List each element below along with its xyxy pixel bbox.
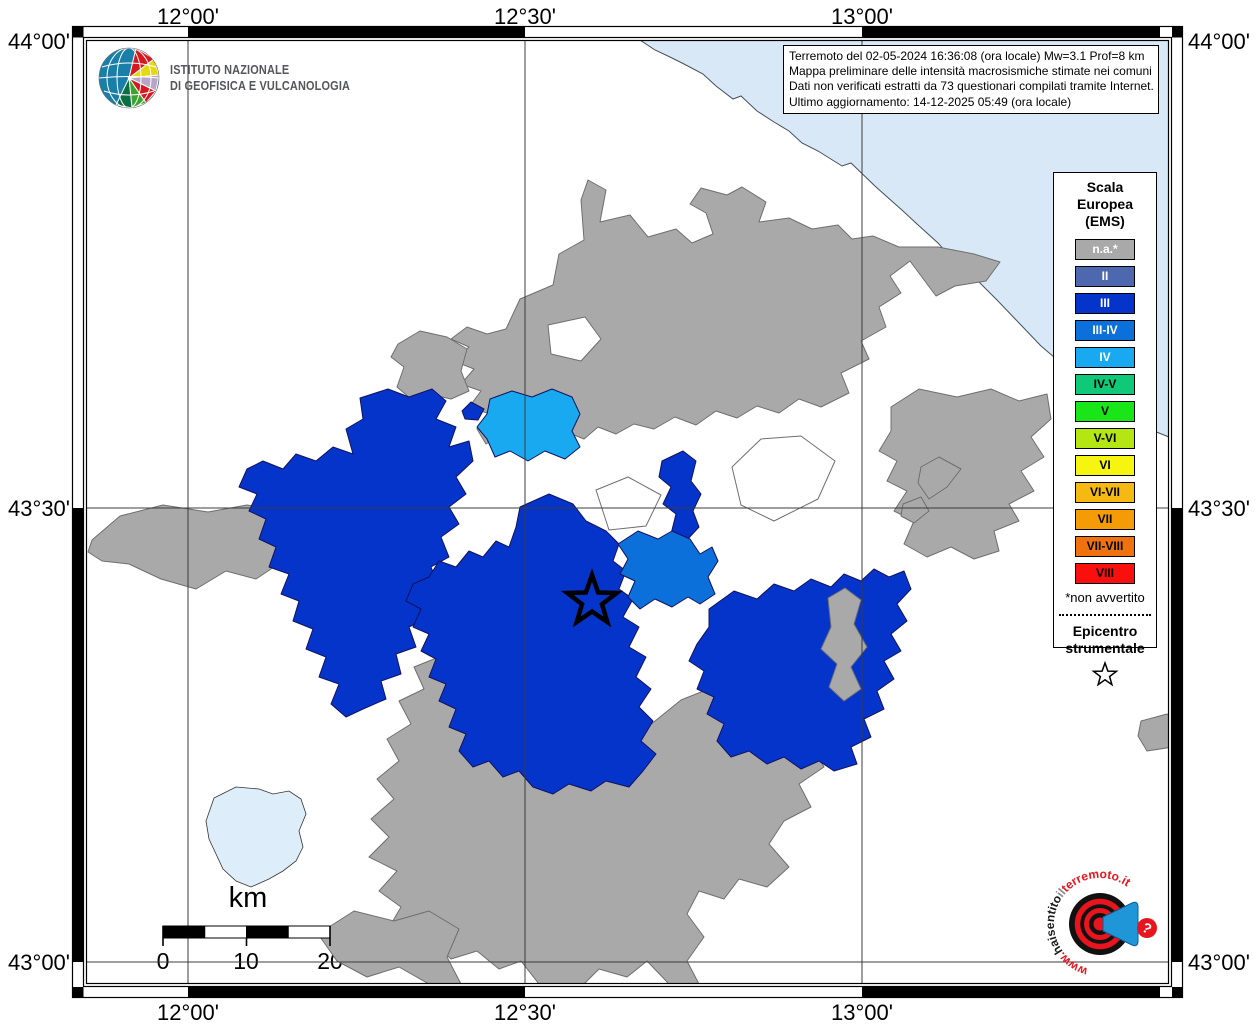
info-line-update: Ultimo aggiornamento: 14-12-2025 05:49 (… xyxy=(789,94,1072,109)
municipality-polygon xyxy=(595,476,662,531)
legend-items: n.a.* II III III-IV IV IV-V V V-VI VI VI… xyxy=(1054,239,1156,584)
event-info-box: Terremoto del 02-05-2024 16:36:08 (ora l… xyxy=(783,45,1159,114)
lon-label-top-1: 12°00' xyxy=(157,4,219,29)
legend-title-line2: Europea xyxy=(1076,196,1133,212)
municipality-polygon xyxy=(461,401,485,421)
legend-item: VI xyxy=(1054,455,1156,476)
grid-lines xyxy=(86,40,1169,984)
municipality-polygon xyxy=(658,450,702,542)
lake-area xyxy=(205,786,307,888)
municipality-polygon xyxy=(317,910,462,984)
municipality-polygon xyxy=(820,587,868,702)
lon-label-top-2: 12°30' xyxy=(494,4,556,29)
legend-swatch-viii: VIII xyxy=(1075,563,1135,584)
legend-swatch-iii-iv: III-IV xyxy=(1075,320,1135,341)
ingv-logo: ISTITUTO NAZIONALE DI GEOFISICA E VULCAN… xyxy=(98,47,384,109)
municipality-polygon xyxy=(547,316,602,362)
legend-swatch-vi-vii: VI-VII xyxy=(1075,482,1135,503)
lon-label-bottom-1: 12°00' xyxy=(157,1000,219,1025)
logo-question-badge xyxy=(1137,918,1157,938)
island-polygon xyxy=(917,456,962,500)
logo-megaphone-icon xyxy=(1102,901,1139,947)
municipality-intensity-iv xyxy=(476,388,581,462)
legend-swatch-v: V xyxy=(1075,401,1135,422)
map-frame xyxy=(71,25,1184,999)
municipality-polygon xyxy=(450,179,1001,445)
legend-item: IV xyxy=(1054,347,1156,368)
municipality-intensity-iii-iv xyxy=(617,530,719,610)
lat-label-right-1: 44°00' xyxy=(1188,29,1250,54)
legend-item: III xyxy=(1054,293,1156,314)
lat-label-left-1: 44°00' xyxy=(8,29,70,54)
scale-bar-tick-0: 0 xyxy=(156,948,170,974)
info-line-data: Dati non verificati estratti da 73 quest… xyxy=(789,79,1154,94)
scale-bar xyxy=(162,925,331,946)
legend-swatch-vi: VI xyxy=(1075,455,1135,476)
epicenter-star-legend-icon xyxy=(1091,661,1119,687)
legend-item: VI-VII xyxy=(1054,482,1156,503)
logo-text-terremoto: terremoto.it xyxy=(1058,867,1133,895)
legend-swatch-n-a-: n.a.* xyxy=(1075,239,1135,260)
legend-item: VII xyxy=(1054,509,1156,530)
logo-text-haisentito: haisentito xyxy=(1043,892,1066,957)
ingv-wordmark-line1: ISTITUTO NAZIONALE xyxy=(170,62,290,77)
lon-label-bottom-2: 12°30' xyxy=(494,1000,556,1025)
lon-label-top-3: 13°00' xyxy=(831,4,893,29)
small-islands xyxy=(900,456,1169,752)
legend-divider xyxy=(1059,614,1151,616)
ingv-wordmark: ISTITUTO NAZIONALE DI GEOFISICA E VULCAN… xyxy=(170,62,350,94)
legend-title-line3: (EMS) xyxy=(1085,213,1125,229)
lat-label-left-3: 43°00' xyxy=(8,950,70,975)
legend-epicenter-line1: Epicentro xyxy=(1072,623,1138,639)
municipality-polygon xyxy=(688,568,912,772)
lat-label-right-3: 43°00' xyxy=(1188,950,1250,975)
legend-box: Scala Europea (EMS) n.a.* II III III-IV … xyxy=(1053,172,1157,687)
legend-title-line1: Scala xyxy=(1086,179,1124,195)
legend-swatch-v-vi: V-VI xyxy=(1075,428,1135,449)
haisentitoilterremoto-logo: ? www.haisentitoilterremoto.it xyxy=(1043,867,1157,979)
ingv-globe-icon xyxy=(98,47,160,109)
lat-label-right-2: 43°30' xyxy=(1188,496,1250,521)
legend-item: V-VI xyxy=(1054,428,1156,449)
legend-swatch-iv: IV xyxy=(1075,347,1135,368)
legend-title: Scala Europea (EMS) xyxy=(1054,179,1156,230)
legend-swatch-iii: III xyxy=(1075,293,1135,314)
legend-item: IV-V xyxy=(1054,374,1156,395)
legend-swatch-vii-viii: VII-VIII xyxy=(1075,536,1135,557)
legend-item: VIII xyxy=(1054,563,1156,584)
scale-bar-unit-label: km xyxy=(228,882,268,914)
legend-swatch-ii: II xyxy=(1075,266,1135,287)
info-line-event: Terremoto del 02-05-2024 16:36:08 (ora l… xyxy=(789,49,1145,63)
legend-swatch-vii: VII xyxy=(1075,509,1135,530)
municipality-polygon xyxy=(878,388,1052,560)
municipality-polygon xyxy=(390,330,470,400)
municipalities-no-data xyxy=(547,316,836,531)
municipalities-intensity-iii xyxy=(238,388,912,795)
scale-bar-tick-10: 10 xyxy=(233,948,259,974)
island-polygon xyxy=(900,496,930,524)
legend-item: n.a.* xyxy=(1054,239,1156,260)
logo-text-www: www. xyxy=(1054,949,1090,979)
legend-swatch-iv-v: IV-V xyxy=(1075,374,1135,395)
legend-epicenter-title: Epicentro strumentale xyxy=(1054,623,1156,657)
island-polygon xyxy=(1137,713,1169,752)
lat-label-left-2: 43°30' xyxy=(8,496,70,521)
legend-footnote: *non avvertito xyxy=(1065,590,1145,605)
legend-epicenter-line2: strumentale xyxy=(1065,640,1145,656)
municipality-polygon xyxy=(238,388,474,718)
legend-item: VII-VIII xyxy=(1054,536,1156,557)
info-line-map: Mappa preliminare delle intensità macros… xyxy=(789,64,1152,79)
legend-item: V xyxy=(1054,401,1156,422)
ingv-wordmark-line2: DI GEOFISICA E VULCANOLOGIA xyxy=(170,78,351,93)
epicenter-star-icon xyxy=(560,568,624,628)
legend-item: III-IV xyxy=(1054,320,1156,341)
legend-item: II xyxy=(1054,266,1156,287)
lon-label-bottom-3: 13°00' xyxy=(831,1000,893,1025)
